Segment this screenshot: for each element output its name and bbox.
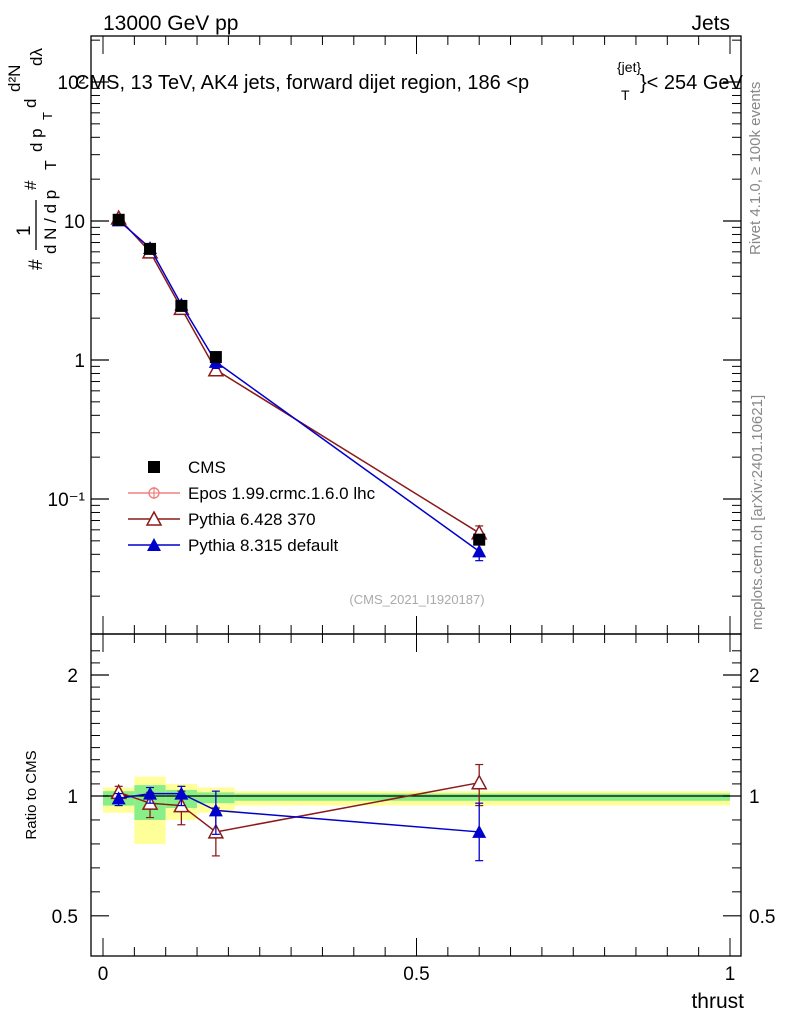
watermark: (CMS_2021_I1920187)	[349, 592, 484, 607]
svg-text:#: #	[26, 259, 47, 270]
svg-text:d N / d p: d N / d p	[41, 190, 60, 254]
legend-marker-cms	[148, 461, 160, 473]
svg-text:d p: d p	[27, 128, 46, 152]
header-left: 13000 GeV pp	[103, 12, 238, 35]
legend-label-cms: CMS	[188, 458, 226, 477]
y-tick-label: 10⁻¹	[48, 490, 86, 511]
y-tick-label: 10²	[58, 73, 85, 94]
cms-point	[112, 213, 125, 226]
ratio-axes: 0.5 0.5 1 1 2 2 0 0.5 1	[52, 634, 775, 985]
ratio-bands	[103, 776, 731, 844]
cms-point	[473, 533, 486, 546]
rivet-label: Rivet 4.1.0, ≥ 100k events	[747, 82, 764, 255]
ratio-pythia-6-428-370-point	[470, 774, 488, 790]
svg-text:T: T	[40, 112, 55, 120]
ratio-y-tick-label-right: 1	[749, 787, 760, 808]
ratio-y-axis-label: Ratio to CMS	[23, 750, 40, 839]
ratio-pythia-8-315-default-point	[111, 791, 126, 805]
ratio-y-tick-label: 0.5	[52, 907, 78, 928]
chart-title-sup: {jet}	[617, 59, 641, 75]
legend-label-epos-1-99-crmc-1-6-0-lhc: Epos 1.99.crmc.1.6.0 lhc	[188, 484, 376, 503]
ratio-pythia-8-315-default-point	[472, 824, 487, 838]
chart-title: CMS, 13 TeV, AK4 jets, forward dijet reg…	[75, 59, 744, 103]
chart-title-sub: T	[621, 87, 630, 103]
uncertainty-band-green	[234, 793, 731, 801]
x-tick-label: 0	[98, 964, 109, 985]
svg-text:#: #	[21, 180, 40, 190]
chart-title-end: }< 254 GeV	[640, 72, 744, 94]
chart-title-main: CMS, 13 TeV, AK4 jets, forward dijet reg…	[75, 72, 529, 94]
y-tick-label: 10	[64, 212, 85, 233]
top-axes: 10⁻¹ 1 10 10²	[48, 36, 741, 634]
pythia-8-315-default-point	[472, 544, 487, 558]
legend: CMS Epos 1.99.crmc.1.6.0 lhc Pythia 6.428 …	[128, 458, 376, 555]
svg-text:d²N: d²N	[5, 65, 24, 92]
legend-marker-pythia-6-428-370	[145, 510, 163, 526]
x-tick-label: 1	[725, 964, 736, 985]
pythia-6-428-370-point	[207, 361, 225, 377]
legend-label-pythia-8-315-default: Pythia 8.315 default	[188, 536, 339, 555]
top-series	[110, 209, 488, 562]
svg-text:dλ: dλ	[27, 48, 46, 66]
svg-text:T: T	[43, 160, 60, 170]
cms-point	[144, 242, 157, 255]
ratio-y-tick-label-right: 0.5	[749, 907, 775, 928]
legend-label-pythia-6-428-370: Pythia 6.428 370	[188, 510, 316, 529]
ratio-y-tick-label-right: 2	[749, 666, 760, 687]
ratio-pythia-8-315-default-point	[174, 786, 189, 800]
legend-marker-pythia-8-315-default	[147, 538, 161, 551]
x-axis-label: thrust	[691, 990, 744, 1013]
cms-point	[175, 299, 188, 312]
ratio-y-tick-label: 2	[67, 666, 78, 687]
ratio-series	[110, 763, 488, 862]
ratio-y-tick-label: 1	[67, 787, 78, 808]
y-tick-label: 1	[74, 351, 85, 372]
ratio-pythia-8-315-default-point	[208, 803, 223, 817]
x-tick-label: 0.5	[403, 964, 429, 985]
cms-point	[209, 351, 222, 364]
top-y-axis-label: # 1 d N / d p # T d p T d d²N dλ	[5, 48, 60, 270]
svg-text:1: 1	[14, 225, 35, 236]
mcplots-label: mcplots.cern.ch [arXiv:2401.10621]	[749, 395, 766, 630]
header-right: Jets	[691, 12, 730, 35]
svg-text:d: d	[21, 99, 40, 108]
ratio-pythia-8-315-default-point	[143, 786, 158, 800]
